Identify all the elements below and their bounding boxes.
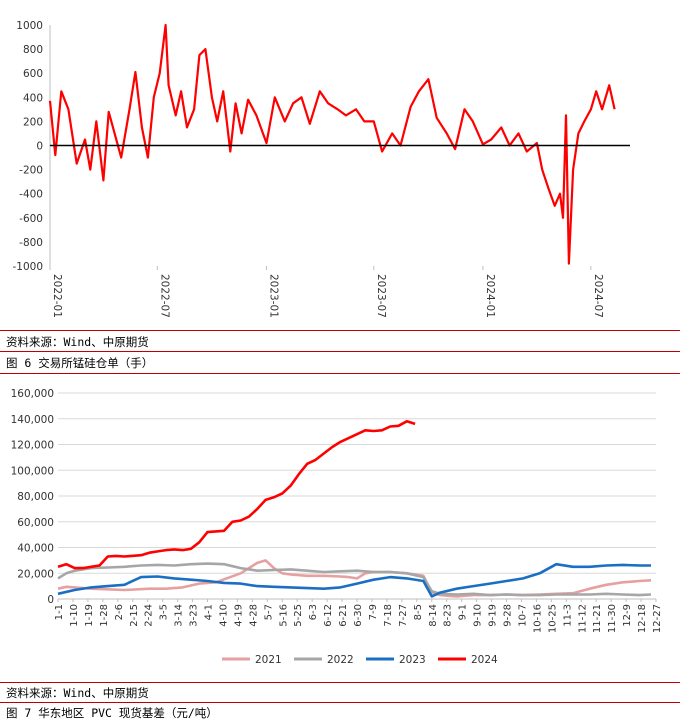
y-tick-label: 80,000 — [17, 491, 54, 503]
x-tick-label: 11-30 — [607, 604, 618, 633]
x-tick-label: 3-23 — [189, 604, 200, 627]
x-tick-label: 9-1 — [458, 604, 469, 620]
x-tick-label: 6-3 — [308, 604, 319, 620]
figure-title: 图 6 交易所锰硅仓单（手） — [6, 356, 154, 370]
x-tick-label: 9-28 — [503, 604, 514, 627]
y-tick-label: 1000 — [16, 20, 43, 32]
x-tick-label: 2-6 — [114, 604, 125, 620]
y-tick-label: 140,000 — [11, 414, 54, 426]
series-line-2023 — [57, 562, 651, 598]
y-tick-label: 600 — [23, 68, 43, 80]
x-tick-label: 1-1 — [54, 604, 65, 620]
y-tick-label: -600 — [19, 213, 43, 225]
y-tick-label: 160,000 — [11, 388, 54, 400]
x-tick-label: 8-23 — [443, 604, 454, 627]
series-line-2022 — [57, 562, 652, 597]
y-tick-label: 800 — [23, 44, 43, 56]
divider-rule — [0, 373, 680, 374]
x-tick-label: 2023-07 — [375, 274, 387, 318]
y-tick-label: 200 — [23, 116, 43, 128]
chart-panel-1: -1000 -800 -600 -400 -200 0 200 400 600 800 1000 20… — [0, 0, 680, 328]
y-tick-label: 60,000 — [17, 517, 54, 529]
y-tick-label: -200 — [19, 165, 43, 177]
x-tick-label: 12-27 — [652, 604, 663, 633]
chart-panel-2: 0 20,000 40,000 60,000 80,000 100,000 120,000 1… — [0, 376, 680, 680]
x-tick-label: 6-21 — [338, 604, 349, 627]
x-tick-label: 2-24 — [144, 604, 155, 627]
x-tick-label: 1-19 — [84, 604, 95, 627]
y-tick-label: -800 — [19, 237, 43, 249]
divider-rule — [0, 330, 680, 331]
x-tick-label: 3-5 — [159, 604, 170, 620]
y-tick-label: 120,000 — [11, 440, 54, 452]
x-tick-label: 12-18 — [637, 604, 648, 633]
x-tick-label: 7-27 — [398, 604, 409, 627]
x-tick-label: 7-18 — [383, 604, 394, 627]
y-tick-label: 20,000 — [17, 568, 54, 580]
x-tick-label: 9-19 — [488, 604, 499, 627]
y-tick-label: 100,000 — [11, 465, 54, 477]
source-note: 资料来源：Wind、中原期货 — [6, 686, 149, 700]
x-tick-label: 3-14 — [174, 604, 185, 627]
x-tick-label: 6-12 — [323, 604, 334, 627]
chart-2: 0 20,000 40,000 60,000 80,000 100,000 120,000 1… — [11, 388, 663, 666]
divider-rule — [0, 702, 680, 703]
x-tick-label: 2022-01 — [51, 274, 63, 318]
x-tick-label: 7-9 — [368, 604, 379, 620]
x-tick-label: 8-5 — [413, 604, 424, 620]
x-tick-label: 10-7 — [517, 604, 528, 627]
x-tick-label: 8-14 — [428, 604, 439, 627]
x-tick-label: 1-10 — [69, 604, 80, 627]
legend-label-2022: 2022 — [327, 654, 354, 666]
x-tick-label: 4-10 — [218, 604, 229, 627]
y-tick-label: 0 — [47, 594, 54, 606]
legend-label-2024: 2024 — [471, 654, 498, 666]
y-tick-label: -1000 — [12, 261, 43, 273]
x-tick-label: 10-25 — [547, 604, 558, 633]
x-tick-label: 11-3 — [562, 604, 573, 627]
x-tick-label: 11-12 — [577, 604, 588, 633]
legend-label-2021: 2021 — [255, 654, 282, 666]
y-tick-label: 0 — [36, 141, 43, 153]
x-tick-label: 2-15 — [129, 604, 140, 627]
x-tick-label: 4-19 — [233, 604, 244, 627]
x-tick-label: 4-1 — [204, 604, 215, 620]
x-tick-label: 12-9 — [622, 604, 633, 627]
x-tick-label: 4-28 — [248, 604, 259, 627]
legend-label-2023: 2023 — [399, 654, 426, 666]
x-tick-label: 9-10 — [473, 604, 484, 627]
x-tick-label: 1-28 — [99, 604, 110, 627]
chart-1: -1000 -800 -600 -400 -200 0 200 400 600 800 1000 20… — [12, 20, 630, 318]
x-tick-label: 2024-07 — [592, 274, 604, 318]
x-tick-label: 10-16 — [532, 604, 543, 633]
x-tick-label: 2023-01 — [267, 274, 279, 318]
y-tick-label: 40,000 — [17, 543, 54, 555]
divider-rule — [0, 351, 680, 352]
source-note: 资料来源：Wind、中原期货 — [6, 335, 149, 349]
x-tick-label: 11-21 — [592, 604, 603, 633]
y-tick-label: 400 — [23, 92, 43, 104]
series-line-2024 — [57, 419, 416, 570]
figure-title: 图 7 华东地区 PVC 现货基差（元/吨） — [6, 706, 218, 720]
series-line — [48, 23, 616, 265]
x-tick-label: 2024-01 — [484, 274, 496, 318]
x-tick-label: 2022-07 — [158, 274, 170, 318]
y-tick-label: -400 — [19, 189, 43, 201]
x-tick-label: 5-7 — [263, 604, 274, 620]
x-tick-label: 5-25 — [293, 604, 304, 627]
x-tick-label: 5-16 — [278, 604, 289, 627]
x-tick-label: 6-30 — [353, 604, 364, 627]
divider-rule — [0, 682, 680, 683]
